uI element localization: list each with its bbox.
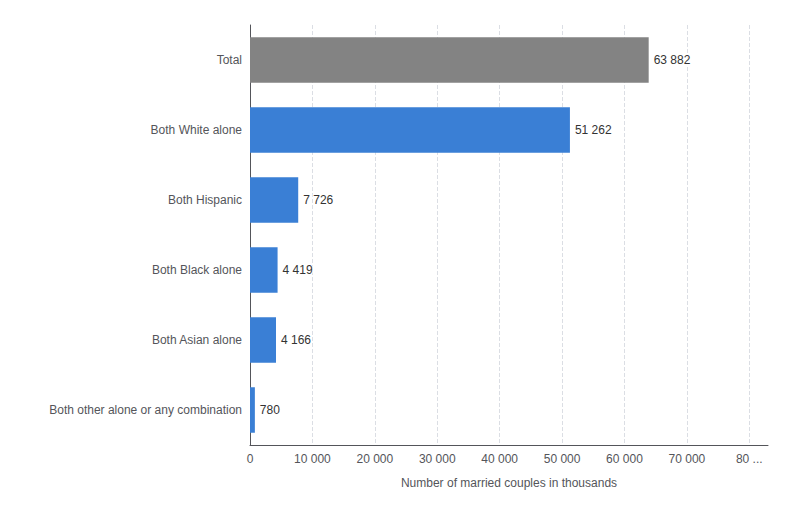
svg-text:30 000: 30 000	[419, 452, 456, 466]
svg-text:70 000: 70 000	[669, 452, 706, 466]
svg-text:Both Asian alone: Both Asian alone	[152, 333, 242, 347]
svg-text:Number of married couples in t: Number of married couples in thousands	[401, 476, 617, 490]
svg-text:50 000: 50 000	[544, 452, 581, 466]
svg-text:80 ...: 80 ...	[736, 452, 763, 466]
svg-text:780: 780	[260, 403, 280, 417]
svg-text:4 419: 4 419	[283, 263, 313, 277]
svg-text:Both Black alone: Both Black alone	[152, 263, 242, 277]
svg-text:Both Hispanic: Both Hispanic	[168, 193, 242, 207]
svg-text:4 166: 4 166	[281, 333, 311, 347]
svg-text:Total: Total	[217, 53, 242, 67]
svg-text:Both White alone: Both White alone	[151, 123, 243, 137]
svg-text:7 726: 7 726	[303, 193, 333, 207]
svg-text:Both other alone or any combin: Both other alone or any combination	[49, 403, 242, 417]
svg-text:10 000: 10 000	[294, 452, 331, 466]
svg-text:20 000: 20 000	[356, 452, 393, 466]
svg-text:40 000: 40 000	[481, 452, 518, 466]
svg-text:51 262: 51 262	[575, 123, 612, 137]
svg-text:0: 0	[247, 452, 254, 466]
svg-text:60 000: 60 000	[606, 452, 643, 466]
svg-text:63 882: 63 882	[654, 53, 691, 67]
